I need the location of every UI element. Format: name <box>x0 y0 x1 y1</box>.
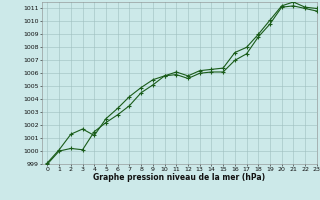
X-axis label: Graphe pression niveau de la mer (hPa): Graphe pression niveau de la mer (hPa) <box>93 173 265 182</box>
